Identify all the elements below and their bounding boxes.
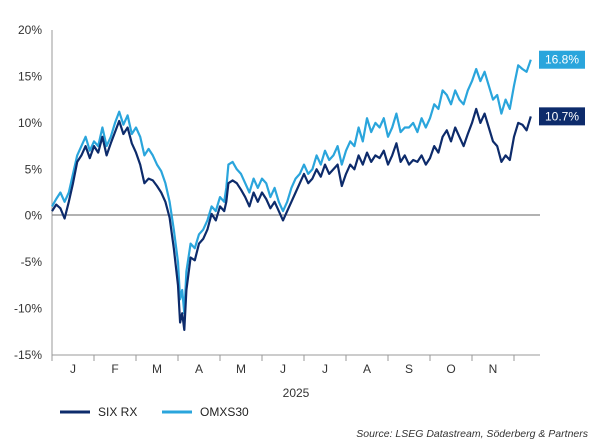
end-label-value: 10.7%: [545, 109, 579, 123]
x-tick-label: J: [322, 362, 328, 376]
x-tick-label: J: [70, 362, 76, 376]
legend-label: OMXS30: [200, 405, 249, 419]
x-tick-label: S: [405, 362, 413, 376]
x-tick-label: N: [489, 362, 498, 376]
x-tick-label: M: [236, 362, 246, 376]
y-tick-label: -15%: [14, 348, 42, 362]
end-label-box: [539, 50, 585, 69]
x-tick-label: A: [363, 362, 371, 376]
y-tick-label: 0%: [25, 209, 43, 223]
x-tick-label: O: [446, 362, 455, 376]
x-tick-label: F: [111, 362, 118, 376]
end-label-value: 16.8%: [545, 53, 579, 67]
y-tick-label: -5%: [21, 255, 43, 269]
x-axis-year-label: 2025: [283, 386, 310, 400]
y-tick-label: 10%: [18, 116, 42, 130]
series-line-six-rx: [51, 107, 532, 331]
legend: SIX RX OMXS30: [60, 405, 249, 419]
y-tick-label: 15%: [18, 69, 42, 83]
end-labels: 10.7% 16.8%: [539, 50, 585, 126]
plot-frame: [51, 30, 540, 356]
x-tick-label: M: [152, 362, 162, 376]
source-note: Source: LSEG Datastream, Söderberg & Par…: [356, 428, 588, 440]
y-tick-label: 20%: [18, 23, 42, 37]
y-axis-ticks: 20% 15% 10% 5% 0% -5% -10% -15%: [14, 23, 42, 362]
series-lines: [51, 59, 532, 331]
end-label-box: [539, 107, 585, 126]
series-line-omxs30: [51, 59, 532, 315]
y-tick-label: -10%: [14, 302, 42, 316]
x-tick-label: A: [195, 362, 203, 376]
x-tick-label: J: [280, 362, 286, 376]
legend-label: SIX RX: [98, 405, 137, 419]
y-tick-label: 5%: [25, 162, 43, 176]
